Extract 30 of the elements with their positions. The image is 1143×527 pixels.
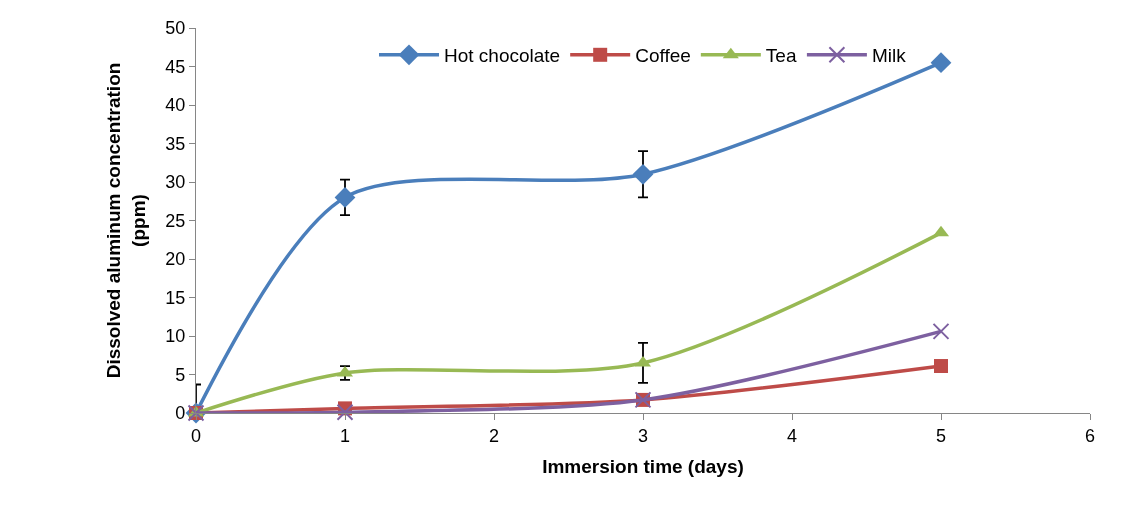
point bbox=[334, 187, 356, 208]
legend-label: Hot chocolate bbox=[444, 45, 561, 67]
y-tick-label: 25 bbox=[165, 210, 186, 231]
legend-label: Tea bbox=[765, 45, 797, 67]
y-axis-title: Dissolved aluminum concentration (ppm) bbox=[103, 62, 150, 379]
y-tick-label: 50 bbox=[165, 18, 186, 39]
x-tick-label: 0 bbox=[190, 425, 202, 446]
x-tick-label: 4 bbox=[786, 425, 798, 446]
y-tick-label: 45 bbox=[165, 56, 186, 77]
y-tick-label: 40 bbox=[165, 95, 186, 116]
point bbox=[632, 163, 654, 185]
y-tick-label: 0 bbox=[175, 403, 186, 424]
point bbox=[930, 52, 952, 74]
legend-label: Milk bbox=[871, 45, 907, 67]
y-tick-label: 10 bbox=[165, 326, 186, 347]
x-tick-label: 6 bbox=[1084, 425, 1096, 446]
point bbox=[934, 359, 948, 374]
point bbox=[336, 403, 354, 421]
x-tick-label: 1 bbox=[339, 425, 351, 446]
y-tick-label: 15 bbox=[165, 287, 186, 308]
y-tick-label: 35 bbox=[165, 133, 186, 154]
y-tick-label: 5 bbox=[175, 364, 186, 385]
legend-label: Coffee bbox=[635, 45, 691, 67]
point bbox=[932, 322, 950, 340]
x-tick-label: 2 bbox=[488, 425, 500, 446]
x-axis-title: Immersion time (days) bbox=[542, 455, 744, 477]
y-tick-label: 20 bbox=[165, 249, 186, 270]
y-tick-label: 30 bbox=[165, 172, 186, 193]
x-tick-label: 5 bbox=[935, 425, 947, 446]
x-tick-label: 3 bbox=[637, 425, 649, 446]
